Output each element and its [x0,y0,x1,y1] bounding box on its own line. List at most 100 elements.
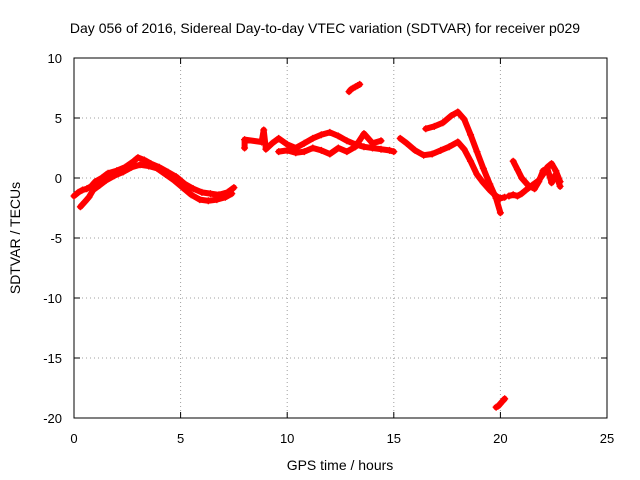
data-point [479,179,487,187]
data-point [104,169,112,177]
series-arc-3b [422,108,504,217]
data-point [206,190,214,198]
data-point [170,176,178,184]
x-tick-label: 0 [70,431,77,446]
data-point [505,192,513,200]
data-point [548,160,556,168]
data-point [479,164,487,172]
data-point [377,137,385,145]
data-point [430,122,438,130]
data-point [360,130,368,138]
data-point [420,151,428,159]
data-point [283,146,291,154]
data-point [262,145,270,153]
data-point [81,198,89,206]
data-point [317,131,325,139]
data-point [543,164,551,172]
series-isolated-lower [492,395,509,411]
data-point [134,154,142,162]
data-point [145,162,153,170]
data-point [334,132,342,140]
data-point [275,134,283,142]
data-point [356,80,364,88]
data-point [548,179,556,187]
data-point [102,176,110,184]
plot-frame [73,57,608,419]
data-point [228,190,236,198]
chart-title: Day 056 of 2016, Sidereal Day-to-day VTE… [70,20,580,36]
x-tick-label: 25 [600,431,614,446]
data-point [96,181,104,189]
data-point [153,164,161,172]
data-point [136,161,144,169]
data-point [386,146,394,154]
data-point [539,167,547,175]
data-point [283,140,291,148]
data-point [326,128,334,136]
data-point [196,196,204,204]
data-point [85,193,93,201]
data-point [204,197,212,205]
data-point [300,139,308,147]
data-point [403,139,411,147]
data-point [531,185,539,193]
data-point [241,144,249,152]
data-point [492,194,500,202]
series-arc-1b [76,161,236,211]
data-point [552,170,560,178]
series-isolated-upper [345,80,364,96]
axis-ticks: 0 5 10 15 20 25 -20 -15 -10 -5 0 5 10 [43,51,614,446]
data-point [460,115,468,123]
data-point [454,108,462,116]
data-point [162,170,170,178]
data-point [91,178,99,186]
x-tick-label: 5 [177,431,184,446]
data-point [460,145,468,153]
data-point [501,395,509,403]
data-point [396,134,404,142]
y-tick-label: -20 [43,411,62,426]
y-tick-label: -5 [50,231,62,246]
data-point [140,156,148,164]
data-point [343,137,351,145]
x-axis-label: GPS time / hours [287,457,394,473]
data-point [76,203,84,211]
data-point [467,131,475,139]
y-tick-label: 5 [55,111,62,126]
data-point [258,138,266,146]
data-point [524,181,532,189]
data-point [445,143,453,151]
data-point [496,209,504,217]
x-tick-label: 20 [493,431,507,446]
data-point [334,144,342,152]
data-point [360,143,368,151]
data-point [411,146,419,154]
data-points [70,80,564,411]
data-point [230,184,238,192]
data-point [467,157,475,165]
data-point [292,149,300,157]
data-point [513,192,521,200]
data-point [119,168,127,176]
series-arc-2b [275,130,385,158]
data-point [326,150,334,158]
data-point [454,138,462,146]
data-point [179,184,187,192]
data-point [509,191,517,199]
data-point [74,188,82,196]
data-point [390,148,398,156]
data-point [309,134,317,142]
data-point [260,126,268,134]
data-point [473,170,481,178]
data-point [522,186,530,194]
data-point [275,148,283,156]
data-point [241,136,249,144]
y-tick-label: -15 [43,351,62,366]
data-point [189,185,197,193]
data-point [70,192,78,200]
series-band [422,109,504,216]
data-point [187,191,195,199]
data-point [556,182,564,190]
data-point [111,172,119,180]
x-tick-label: 15 [387,431,401,446]
